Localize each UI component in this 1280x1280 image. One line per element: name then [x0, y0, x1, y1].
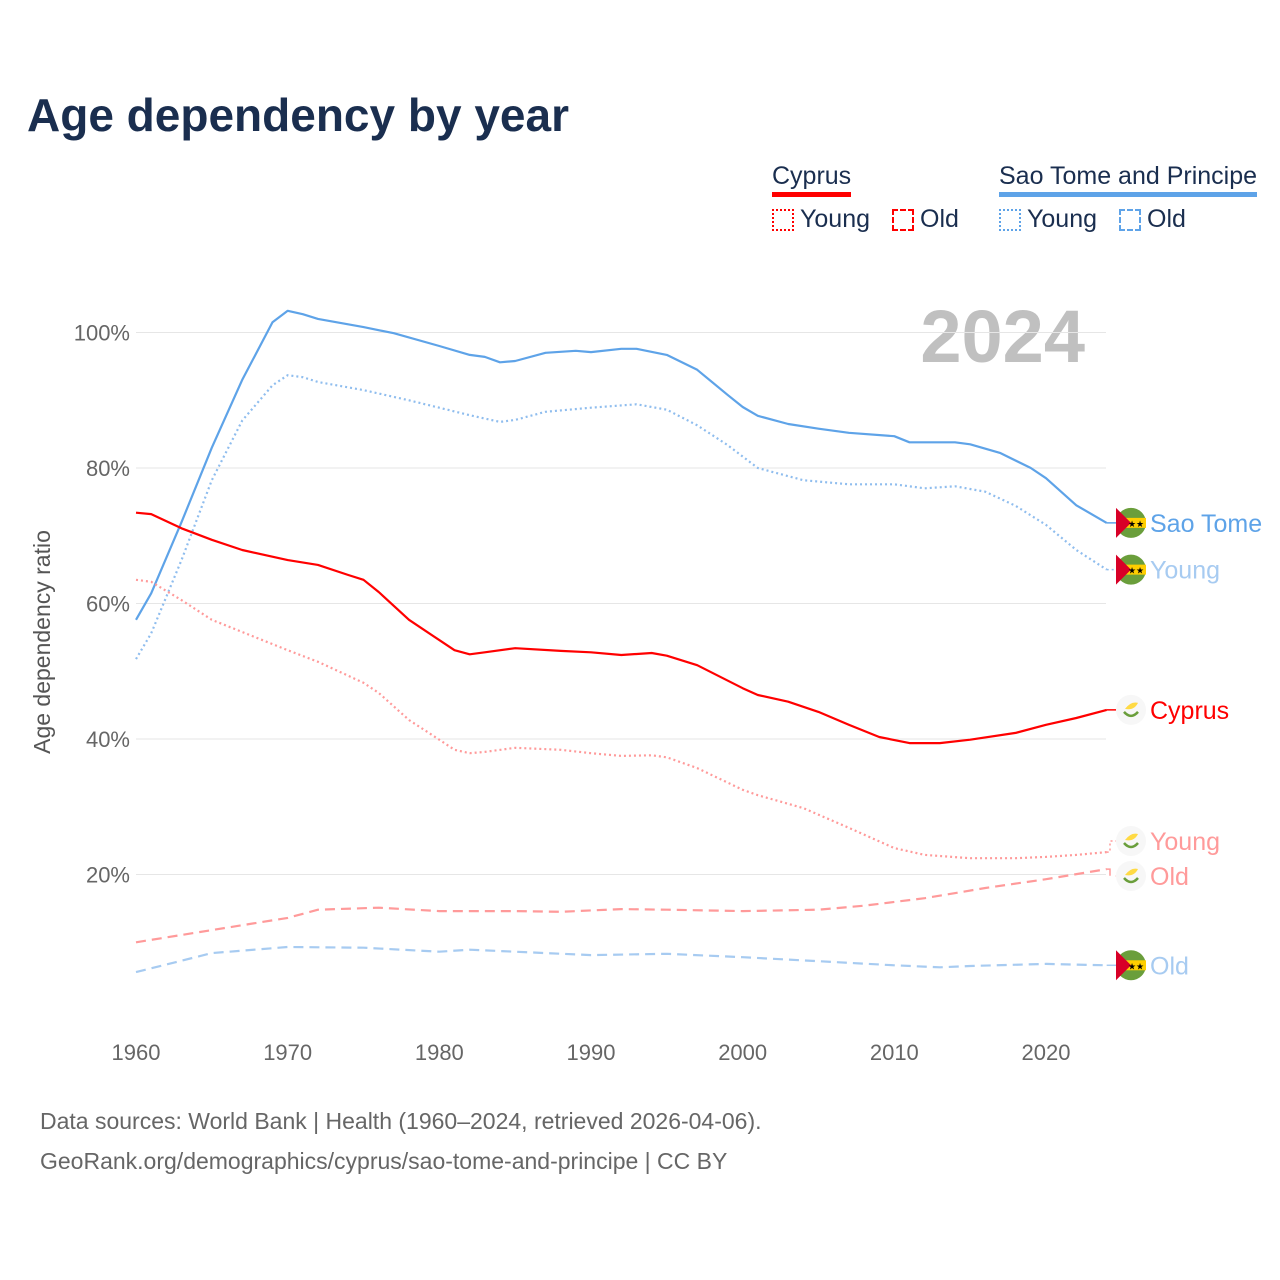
sao-tome-flag-icon: ★★	[1116, 554, 1146, 585]
dotted-swatch-icon	[999, 208, 1021, 231]
sao-tome-flag-icon: ★★	[1116, 507, 1146, 538]
svg-text:★★: ★★	[1128, 566, 1144, 576]
y-tick-label: 100%	[74, 321, 130, 346]
line-chart: 2024 Age dependency ratio 20% 40% 60% 80% 10…	[29, 295, 1262, 1065]
dashed-swatch-icon	[892, 208, 914, 231]
series-line[interactable]	[135, 374, 1108, 660]
leader-line	[1106, 840, 1116, 853]
legend-cyprus[interactable]: Cyprus	[772, 162, 852, 197]
cyprus-flag-icon	[1116, 861, 1146, 891]
legend-sao-tome[interactable]: Sao Tome and Principe	[999, 162, 1258, 197]
legend-cyprus-old[interactable]: Old	[892, 205, 959, 234]
series-end-label: Old	[1150, 863, 1189, 891]
y-tick-label: 80%	[86, 456, 130, 481]
y-tick-label: 60%	[86, 592, 130, 617]
y-tick-label: 40%	[86, 727, 130, 752]
chart-title: Age dependency by year	[27, 89, 569, 141]
dotted-swatch-icon	[772, 208, 794, 231]
y-axis-label: Age dependency ratio	[29, 530, 55, 754]
y-tick-label: 20%	[86, 863, 130, 888]
series-line[interactable]	[135, 309, 1108, 621]
legend-label: Old	[1147, 205, 1186, 233]
footer-sources: Data sources: World Bank | Health (1960–…	[40, 1108, 762, 1134]
x-tick-label: 1980	[415, 1040, 464, 1065]
x-tick-label: 2010	[870, 1040, 919, 1065]
x-tick-label: 1990	[567, 1040, 616, 1065]
x-tick-label: 1970	[263, 1040, 312, 1065]
sao-tome-flag-icon: ★★	[1116, 950, 1146, 981]
series-end-label: Young	[1150, 828, 1220, 856]
legend-cyprus-young[interactable]: Young	[772, 205, 870, 234]
svg-text:★★: ★★	[1128, 519, 1144, 529]
legend-label: Young	[800, 205, 870, 233]
series-end-label: Old	[1150, 952, 1189, 980]
year-badge: 2024	[920, 295, 1085, 378]
legend-st-young[interactable]: Young	[999, 205, 1097, 234]
series-line[interactable]	[135, 945, 1107, 974]
series-end-label: Cyprus	[1150, 697, 1229, 725]
footer-url[interactable]: GeoRank.org/demographics/cyprus/sao-tome…	[40, 1148, 728, 1174]
leader-line	[1106, 868, 1116, 877]
dashed-swatch-icon	[1119, 208, 1141, 231]
series-line[interactable]	[135, 578, 1107, 860]
cyprus-flag-icon	[1116, 826, 1146, 856]
x-tick-label: 2020	[1022, 1040, 1071, 1065]
series-end-label: Young	[1150, 557, 1220, 585]
cyprus-flag-icon	[1116, 694, 1146, 725]
series-line[interactable]	[135, 868, 1107, 944]
x-tick-label: 2000	[718, 1040, 767, 1065]
legend-st-old[interactable]: Old	[1119, 205, 1186, 234]
series-line[interactable]	[135, 511, 1107, 745]
legend-label: Young	[1027, 205, 1097, 233]
legend-label: Old	[920, 205, 959, 233]
series-end-label: Sao Tome	[1150, 510, 1262, 538]
svg-text:★★: ★★	[1128, 961, 1144, 971]
x-tick-label: 1960	[112, 1040, 161, 1065]
